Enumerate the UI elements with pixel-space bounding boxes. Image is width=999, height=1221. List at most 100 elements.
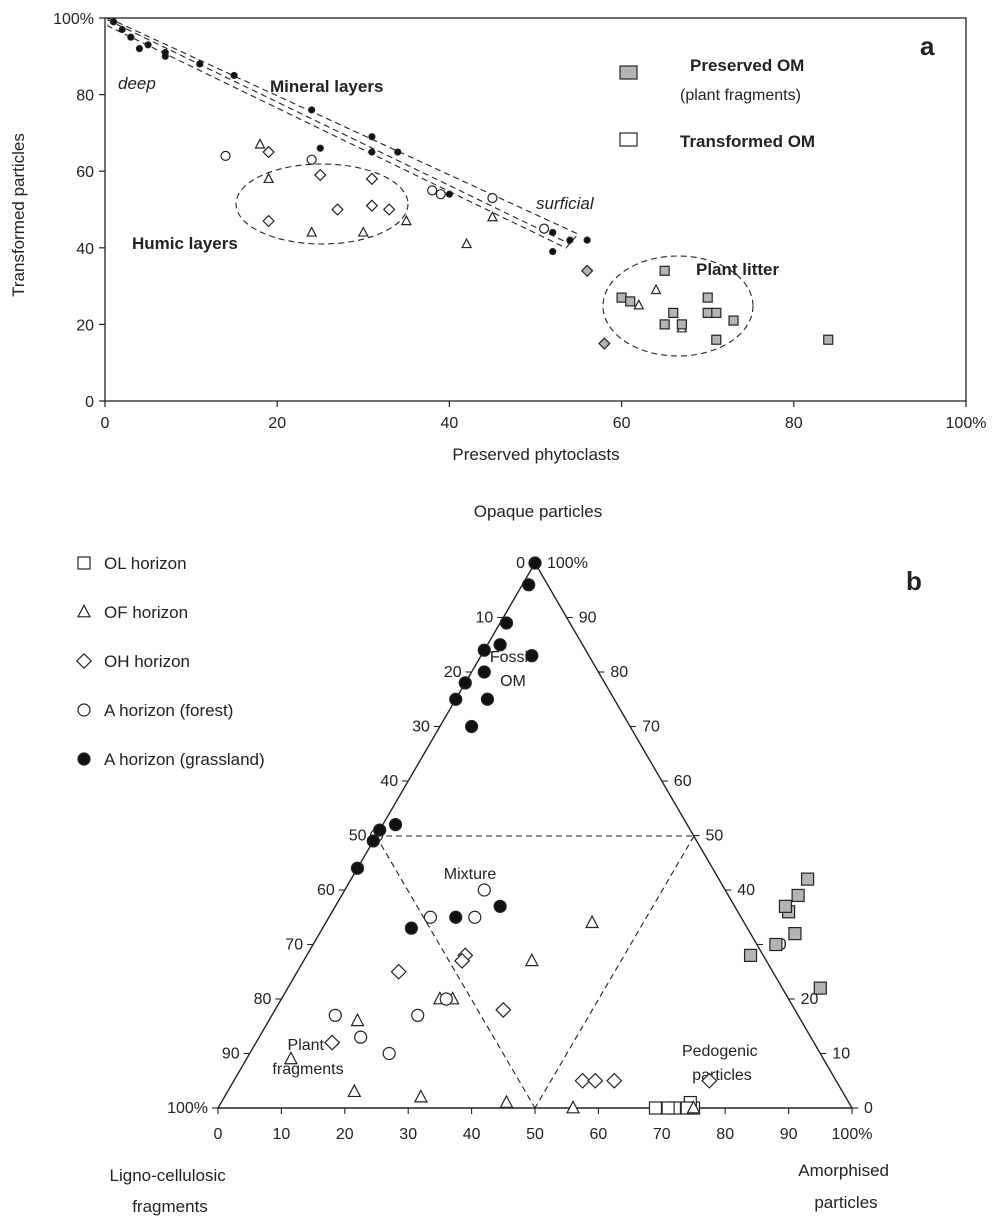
- legend-preserved-om-label: Preserved OM: [690, 56, 804, 75]
- data-point: [493, 638, 507, 652]
- panel-b-label: b: [906, 566, 922, 596]
- data-point: [580, 264, 594, 278]
- data-point: [254, 138, 266, 149]
- field-label-mixture: Mixture: [444, 866, 497, 883]
- field-label-fossil-om: Fossil OM: [490, 649, 536, 690]
- data-point: [728, 315, 739, 326]
- data-point: [711, 307, 722, 319]
- mineral-layers-envelope-inner: [107, 19, 571, 245]
- data-point: [598, 337, 611, 350]
- data-point: [480, 692, 495, 706]
- bottom-tick-label: 70: [653, 1126, 671, 1143]
- data-point: [220, 150, 231, 161]
- panel-a-y-axis-label: Transformed particles: [9, 133, 28, 297]
- panel-b-data-points: [283, 556, 827, 1115]
- legend-entry-label: OL horizon: [104, 554, 187, 573]
- bottom-tick-label: 60: [590, 1126, 608, 1143]
- data-point: [350, 1012, 365, 1027]
- data-point: [328, 1008, 342, 1022]
- data-point: [350, 861, 365, 875]
- data-point: [262, 145, 275, 159]
- right-tick-label: 90: [579, 610, 597, 627]
- data-point: [823, 334, 834, 345]
- right-tick-label: 70: [642, 719, 660, 736]
- humic-layers-ellipse: [235, 163, 409, 245]
- x-tick-label: 40: [441, 415, 459, 432]
- data-point: [495, 1001, 512, 1018]
- data-point: [306, 154, 317, 165]
- data-point: [801, 872, 815, 886]
- right-tick-label: 10: [832, 1046, 850, 1063]
- legend-entry-label: A horizon (forest): [104, 701, 233, 720]
- y-tick-label: 40: [76, 241, 94, 258]
- data-point: [525, 649, 539, 663]
- data-point: [357, 226, 369, 237]
- axis-right-label: Amorphised particles: [798, 1161, 893, 1212]
- data-point: [461, 237, 473, 249]
- right-tick-label: 100%: [547, 555, 588, 572]
- data-point: [449, 910, 463, 924]
- bottom-tick-label: 30: [399, 1126, 417, 1143]
- data-point: [368, 133, 376, 141]
- left-tick-label: 20: [444, 664, 462, 681]
- bottom-tick-label: 20: [336, 1126, 354, 1143]
- data-point: [711, 334, 722, 345]
- data-point: [686, 1100, 701, 1114]
- data-point: [435, 189, 446, 200]
- data-point: [196, 60, 204, 68]
- data-point: [400, 214, 412, 226]
- panel-a-x-axis-label: Preserved phytoclasts: [452, 445, 619, 464]
- data-point: [144, 41, 152, 49]
- data-point: [373, 823, 387, 837]
- legend-marker: [77, 556, 91, 570]
- y-tick-label: 80: [76, 88, 94, 105]
- data-point: [306, 226, 318, 237]
- data-point: [668, 307, 679, 319]
- data-point: [676, 319, 687, 330]
- data-point: [522, 578, 536, 592]
- data-point: [661, 1101, 675, 1115]
- data-point: [791, 888, 805, 903]
- bottom-tick-label: 50: [526, 1126, 544, 1143]
- left-tick-label: 30: [412, 719, 430, 736]
- x-tick-label: 0: [101, 415, 110, 432]
- data-point: [454, 952, 471, 969]
- data-point: [439, 992, 453, 1006]
- data-point: [633, 299, 645, 310]
- data-point: [477, 665, 491, 679]
- annotation-surficial: surficial: [536, 194, 595, 213]
- data-point: [477, 883, 491, 897]
- data-point: [702, 292, 713, 303]
- data-point: [324, 1034, 341, 1051]
- field-label-pedogenic-particles: Pedogenic particles: [682, 1043, 762, 1084]
- data-point: [650, 283, 662, 295]
- y-tick-label: 0: [85, 394, 94, 411]
- data-point: [262, 214, 275, 228]
- annotation-deep: deep: [118, 74, 156, 93]
- data-point: [539, 223, 550, 234]
- data-point: [161, 52, 169, 60]
- legend-preserved-om-swatch: [619, 65, 638, 80]
- data-point: [388, 817, 403, 832]
- field-boundary-plant: [375, 835, 536, 1109]
- data-point: [404, 921, 418, 935]
- right-tick-label: 60: [674, 773, 692, 790]
- data-point: [314, 168, 327, 182]
- data-point: [468, 910, 482, 924]
- data-point: [616, 292, 627, 303]
- data-point: [427, 185, 438, 196]
- legend-transformed-om-label: Transformed OM: [680, 132, 815, 151]
- annotation-plant-litter: Plant litter: [696, 260, 780, 279]
- data-point: [423, 910, 437, 924]
- ternary-triangle: [216, 561, 854, 1109]
- data-point: [702, 307, 713, 319]
- legend-marker: [77, 752, 91, 766]
- data-point: [331, 203, 344, 216]
- data-point: [583, 236, 591, 244]
- x-tick-label: 80: [785, 415, 803, 432]
- data-point: [308, 106, 316, 114]
- mineral-layers-envelope: [107, 17, 579, 249]
- y-tick-label: 60: [76, 164, 94, 181]
- data-point: [382, 1046, 396, 1061]
